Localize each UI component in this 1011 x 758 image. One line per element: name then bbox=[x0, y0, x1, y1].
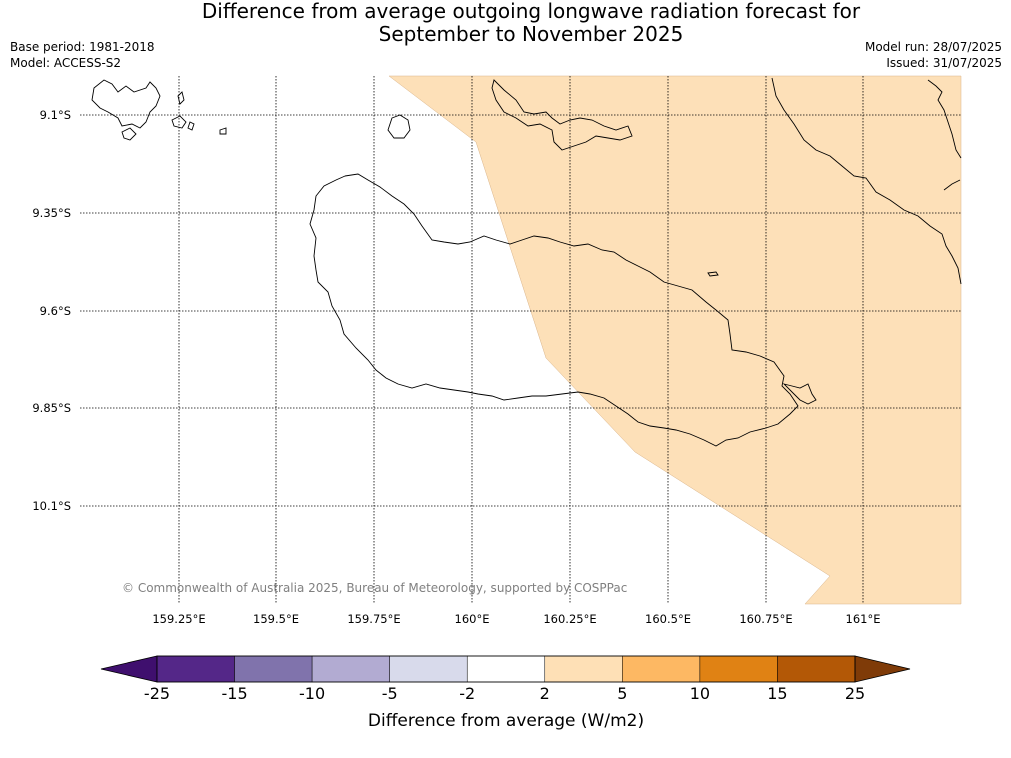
lat-label: 9.6°S bbox=[40, 304, 71, 318]
lat-label: 9.85°S bbox=[32, 401, 71, 415]
lon-label: 159.25°E bbox=[152, 612, 205, 626]
colorbar-segment bbox=[156, 655, 235, 683]
base-period-label: Base period: 1981-2018 bbox=[10, 40, 155, 54]
lat-label: 9.35°S bbox=[32, 206, 71, 220]
lon-label: 160.75°E bbox=[739, 612, 792, 626]
colorbar-tick-label: 2 bbox=[540, 684, 550, 703]
title-line-1: Difference from average outgoing longwav… bbox=[201, 0, 861, 23]
colorbar-title: Difference from average (W/m2) bbox=[368, 711, 644, 731]
lon-label: 161°E bbox=[846, 612, 881, 626]
longitude-labels: 159.25°E 159.5°E 159.75°E 160°E 160.25°E… bbox=[152, 612, 880, 626]
colorbar-tick-label: 15 bbox=[767, 684, 787, 703]
colorbar-segment bbox=[389, 655, 468, 683]
russell-islands-coastline bbox=[91, 79, 161, 129]
info-right: Model run: 28/07/2025 Issued: 31/07/2025 bbox=[865, 39, 1002, 71]
lon-label: 159.75°E bbox=[347, 612, 400, 626]
colorbar-tick-label: -25 bbox=[144, 684, 170, 703]
map-title: Difference from average outgoing longwav… bbox=[0, 0, 1011, 46]
guadalcanal-coastline bbox=[309, 173, 799, 447]
lon-label: 159.5°E bbox=[253, 612, 299, 626]
colorbar-extend-low bbox=[100, 655, 158, 683]
colorbar-tick-label: 10 bbox=[690, 684, 710, 703]
colorbar-segment bbox=[544, 655, 623, 683]
colorbar-tick-label: -15 bbox=[221, 684, 247, 703]
colorbar-segment bbox=[311, 655, 390, 683]
colorbar-tick-label: -5 bbox=[382, 684, 398, 703]
title-line-2: September to November 2025 bbox=[378, 22, 684, 46]
colorbar-segment bbox=[234, 655, 313, 683]
lon-label: 160.5°E bbox=[645, 612, 691, 626]
florida-islands-coastline bbox=[491, 79, 633, 151]
islet-coastline bbox=[707, 271, 719, 277]
gridlines bbox=[80, 76, 961, 604]
colorbar-segment bbox=[622, 655, 701, 683]
colorbar-tick-label: 25 bbox=[845, 684, 865, 703]
info-left: Base period: 1981-2018 Model: ACCESS-S2 bbox=[10, 39, 155, 71]
lat-label: 9.1°S bbox=[40, 108, 71, 122]
anomaly-region bbox=[388, 75, 962, 605]
colorbar-outline bbox=[156, 655, 856, 683]
colorbar-segment bbox=[466, 655, 546, 683]
malaita-coastline bbox=[771, 77, 962, 285]
lat-label: 10.1°S bbox=[32, 499, 71, 513]
colorbar-segment bbox=[699, 655, 778, 683]
copyright-notice: © Commonwealth of Australia 2025, Bureau… bbox=[122, 581, 627, 595]
colorbar-tick-label: 5 bbox=[617, 684, 627, 703]
lon-label: 160°E bbox=[455, 612, 490, 626]
model-label: Model: ACCESS-S2 bbox=[10, 56, 122, 70]
latitude-labels: 9.1°S 9.35°S 9.6°S 9.85°S 10.1°S bbox=[32, 108, 71, 513]
model-run-label: Model run: 28/07/2025 bbox=[864, 40, 1002, 54]
colorbar-extend-high bbox=[854, 655, 911, 683]
lon-label: 160.25°E bbox=[543, 612, 596, 626]
issued-label: Issued: 31/07/2025 bbox=[886, 56, 1002, 70]
colorbar-tick-label: -2 bbox=[459, 684, 475, 703]
colorbar-segment bbox=[777, 655, 856, 683]
coastlines bbox=[91, 77, 962, 447]
small-island-coastline bbox=[387, 114, 411, 139]
colorbar-tick-label: -10 bbox=[299, 684, 325, 703]
colorbar: -25 -15 -10 -5 -2 2 5 10 15 25 bbox=[100, 655, 911, 703]
